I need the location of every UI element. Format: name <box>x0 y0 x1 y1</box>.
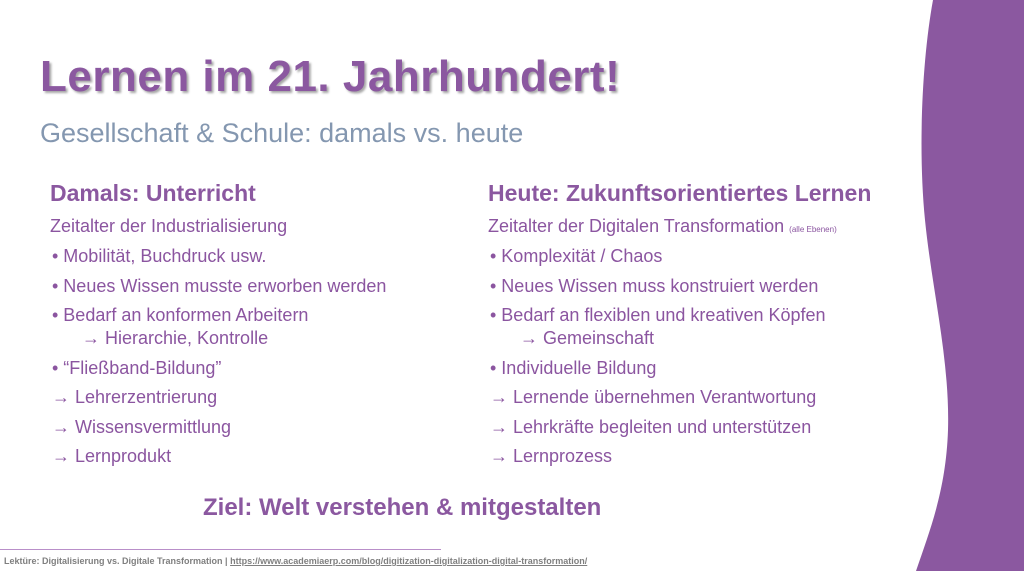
footer-link[interactable]: https://www.academiaerp.com/blog/digitiz… <box>230 556 588 566</box>
right-item: → Lehrkräfte begleiten und unterstützen <box>490 417 812 437</box>
right-item: → Lernprozess <box>490 446 613 466</box>
left-item: • Mobilität, Buchdruck usw. <box>52 246 267 266</box>
right-intro-note: (alle Ebenen) <box>789 225 837 234</box>
left-item: • “Fließband-Bildung” <box>52 358 222 378</box>
footer: Lektüre: Digitalisierung vs. Digitale Tr… <box>4 556 587 566</box>
right-item: → Lernende übernehmen Verantwortung <box>490 387 817 407</box>
right-item: • Individuelle Bildung <box>490 358 657 378</box>
left-intro: Zeitalter der Industrialisierung <box>50 216 288 236</box>
left-item: • Bedarf an konformen Arbeitern <box>52 305 309 325</box>
right-item: • Neues Wissen muss konstruiert werden <box>490 276 819 296</box>
right-item: • Komplexität / Chaos <box>490 246 663 266</box>
footer-label: Lektüre: Digitalisierung vs. Digitale Tr… <box>4 556 231 566</box>
right-heading: Heute: Zukunftsorientiertes Lernen <box>488 180 872 206</box>
slide-title: Lernen im 21. Jahrhundert! <box>40 52 621 101</box>
left-item: • Neues Wissen musste erworben werden <box>52 276 387 296</box>
left-item: → Lernprodukt <box>52 446 172 466</box>
goal-statement: Ziel: Welt verstehen & mitgestalten <box>203 494 602 521</box>
right-item: → Gemeinschaft <box>490 328 655 348</box>
left-item: → Wissensvermittlung <box>52 417 232 437</box>
left-item: → Lehrerzentrierung <box>52 387 218 407</box>
left-item: → Hierarchie, Kontrolle <box>52 328 269 348</box>
right-item: • Bedarf an flexiblen und kreativen Köpf… <box>490 305 826 325</box>
right-intro-text: Zeitalter der Digitalen Transformation <box>488 216 785 236</box>
right-intro: Zeitalter der Digitalen Transformation (… <box>488 216 837 237</box>
slide-subtitle: Gesellschaft & Schule: damals vs. heute <box>40 118 524 148</box>
footer-divider <box>0 549 441 550</box>
left-heading: Damals: Unterricht <box>50 180 256 206</box>
